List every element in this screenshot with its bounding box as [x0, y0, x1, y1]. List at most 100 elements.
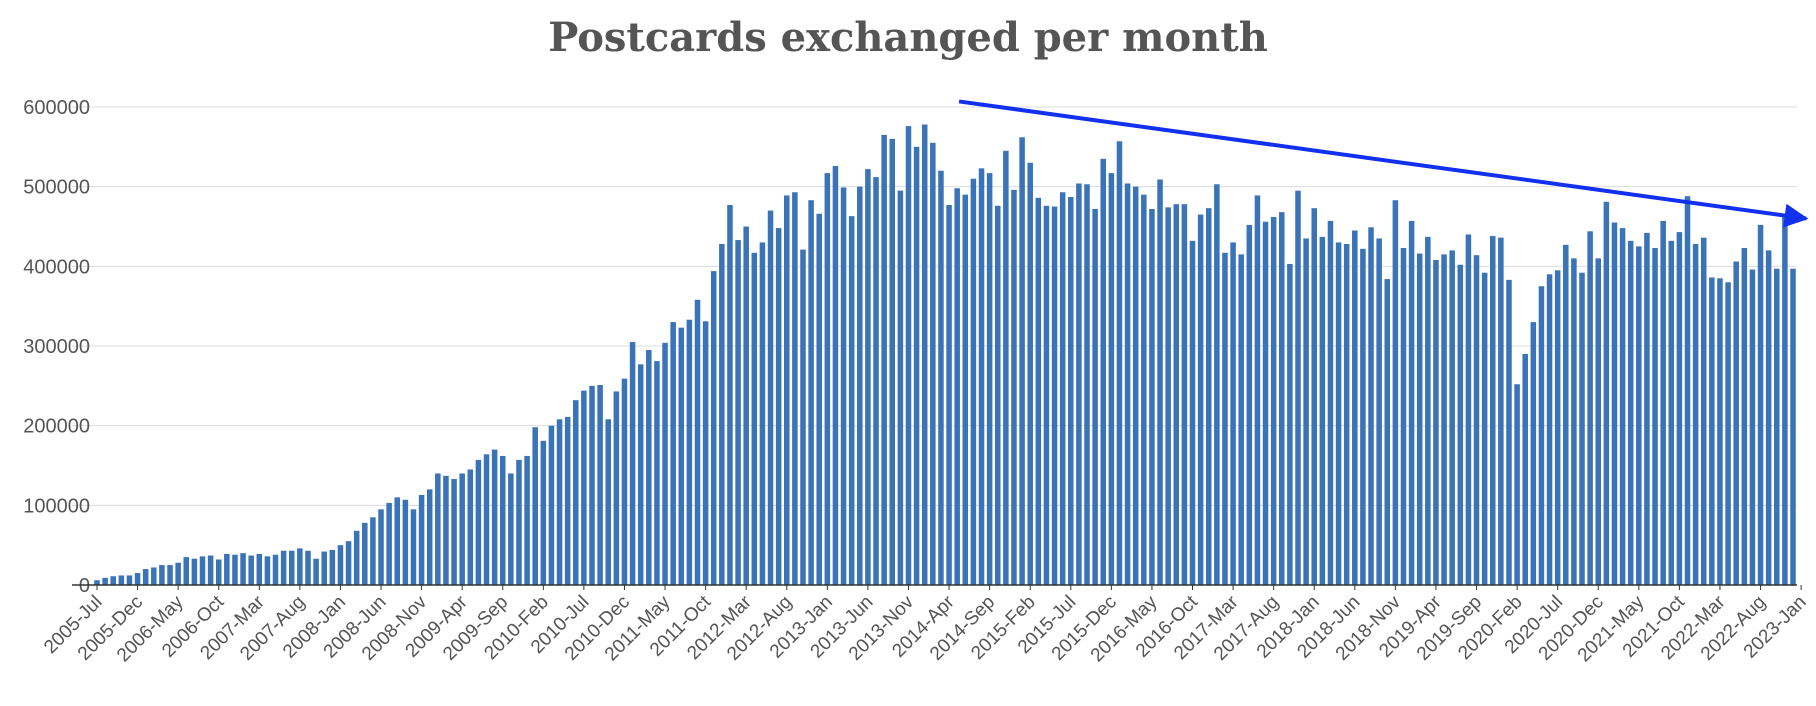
- bar: [1100, 158, 1106, 586]
- y-tick-label: 200000: [23, 416, 90, 438]
- bar: [1676, 232, 1683, 585]
- bar: [1254, 195, 1261, 585]
- bar: [905, 126, 912, 586]
- bar: [1214, 184, 1220, 585]
- bar: [443, 475, 449, 585]
- bar: [637, 364, 644, 585]
- bar: [337, 545, 344, 585]
- bar: [491, 449, 498, 585]
- bar: [402, 499, 409, 585]
- bar: [581, 390, 587, 585]
- bar: [264, 556, 271, 585]
- bar: [548, 425, 555, 585]
- bar: [305, 550, 311, 585]
- bar: [126, 575, 133, 585]
- bar: [1068, 197, 1074, 586]
- bar: [508, 473, 514, 585]
- bar: [1287, 263, 1293, 585]
- bar: [1051, 206, 1058, 586]
- bar: [1157, 179, 1163, 585]
- bar: [1116, 141, 1123, 586]
- bar: [921, 124, 928, 585]
- y-tick-label: 400000: [23, 256, 90, 278]
- bar: [1376, 238, 1382, 585]
- bar: [410, 509, 417, 585]
- bar: [1124, 183, 1131, 586]
- bar: [767, 210, 774, 586]
- bar: [110, 576, 116, 585]
- bar: [1660, 220, 1666, 585]
- bar: [524, 455, 530, 585]
- bar: [857, 186, 863, 585]
- bar: [597, 385, 603, 585]
- bar: [1619, 228, 1626, 586]
- bar: [889, 138, 896, 585]
- bar: [378, 509, 384, 585]
- bar: [1595, 258, 1602, 585]
- bar: [1692, 244, 1699, 585]
- y-tick-label: 100000: [23, 495, 90, 517]
- bar: [938, 170, 944, 585]
- bar: [816, 213, 822, 585]
- bar: [1603, 201, 1610, 585]
- bar: [1563, 244, 1569, 585]
- bar: [1132, 186, 1139, 585]
- bar: [702, 321, 709, 585]
- bar: [1790, 268, 1796, 585]
- bar: [1043, 205, 1050, 585]
- bar: [1725, 282, 1731, 585]
- bar: [418, 494, 425, 585]
- bar: [686, 319, 693, 585]
- bar: [280, 550, 287, 585]
- bar: [1514, 384, 1520, 585]
- bar: [832, 165, 839, 585]
- bar: [1384, 279, 1391, 585]
- bar: [824, 173, 831, 585]
- bar: [1319, 236, 1326, 585]
- bar: [1652, 248, 1658, 585]
- bar: [1465, 234, 1472, 585]
- bar: [775, 228, 782, 586]
- bar: [215, 559, 222, 585]
- bar: [1733, 261, 1739, 585]
- bar: [499, 455, 506, 585]
- bar: [1644, 232, 1650, 585]
- bar: [873, 177, 879, 585]
- bar: [654, 361, 660, 585]
- bar: [345, 541, 352, 585]
- bar: [426, 489, 433, 585]
- bar: [232, 554, 238, 585]
- bar: [629, 342, 636, 585]
- bar: [1392, 200, 1399, 585]
- bar: [451, 479, 457, 585]
- bar: [1489, 236, 1496, 585]
- bar: [1165, 207, 1171, 585]
- bar: [743, 226, 749, 585]
- bar: [1011, 189, 1017, 585]
- bar: [1092, 208, 1098, 585]
- bar: [751, 252, 758, 586]
- bar: [1197, 214, 1204, 586]
- bar: [362, 522, 368, 585]
- bar: [1571, 258, 1577, 585]
- bar: [1327, 220, 1334, 585]
- bar: [240, 553, 246, 585]
- bar: [1084, 184, 1090, 585]
- bar: [881, 134, 887, 585]
- bar: [1019, 137, 1025, 586]
- bar: [256, 553, 263, 585]
- bar: [1579, 272, 1585, 585]
- bar: [1587, 231, 1593, 585]
- y-tick-label: 300000: [23, 336, 90, 358]
- bar: [970, 178, 977, 585]
- bar: [248, 555, 254, 585]
- bar: [727, 204, 733, 586]
- bar: [913, 146, 920, 586]
- bar: [759, 242, 766, 585]
- bar: [1636, 246, 1642, 585]
- bar: [1554, 270, 1561, 585]
- bar: [621, 378, 628, 585]
- bar: [1149, 208, 1155, 585]
- bar: [288, 550, 295, 585]
